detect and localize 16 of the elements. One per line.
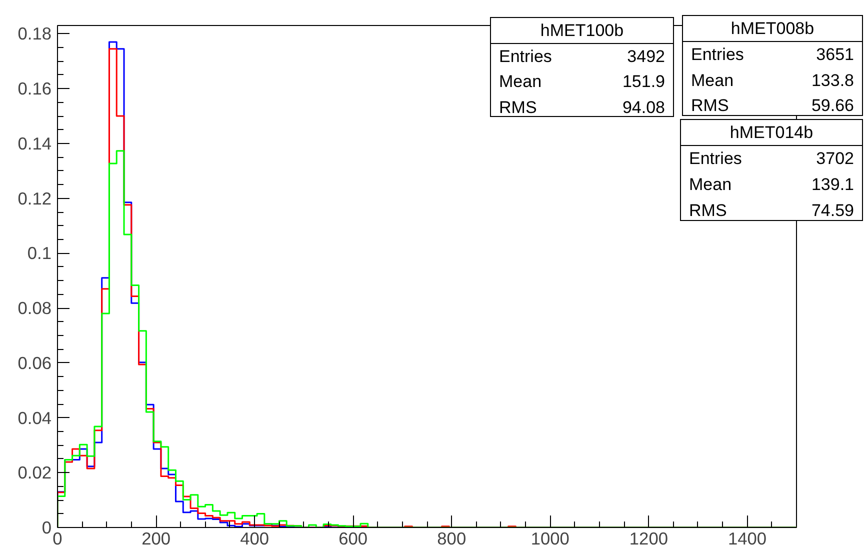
y-tick-label: 0.06 xyxy=(18,352,52,373)
x-tick-label: 200 xyxy=(142,528,170,548)
y-tick-label: 0.18 xyxy=(18,24,52,44)
y-tick-label: 0.02 xyxy=(18,462,52,483)
y-tick-label: 0.08 xyxy=(18,298,52,318)
y-tick-label: 0.16 xyxy=(18,78,52,99)
x-tick-label: 1000 xyxy=(530,528,570,548)
y-tick-label: 0.14 xyxy=(18,133,52,154)
x-tick-label: 1400 xyxy=(728,528,767,548)
x-tick-label: 800 xyxy=(437,528,466,548)
y-tick-label: 0.12 xyxy=(18,188,52,208)
y-tick-label: 0.1 xyxy=(27,243,52,264)
y-tick-label: 0.04 xyxy=(18,408,52,428)
x-tick-label: 400 xyxy=(240,528,270,548)
x-tick-label: 600 xyxy=(338,528,368,548)
x-tick-label: 1200 xyxy=(629,528,668,548)
